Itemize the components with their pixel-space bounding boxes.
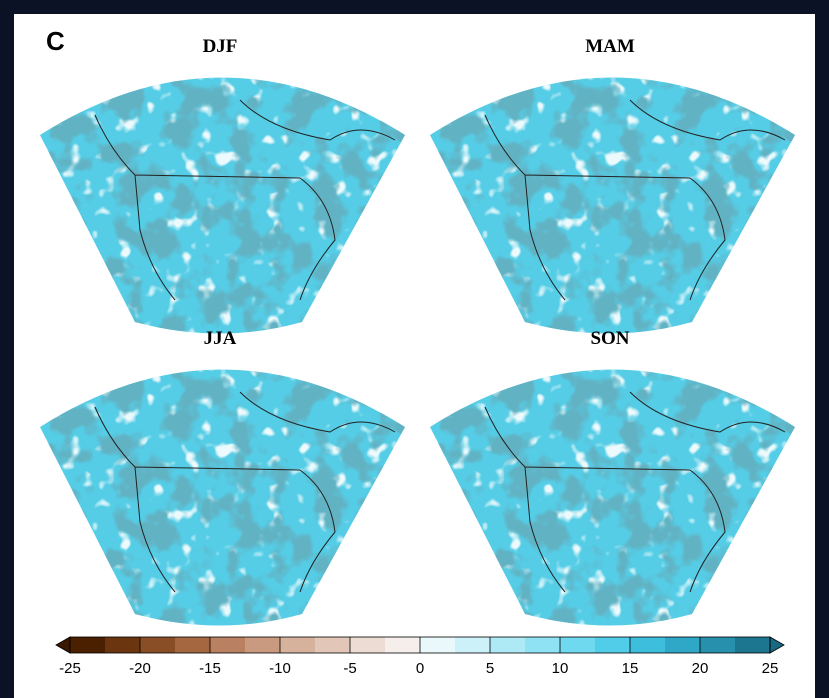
colorbar-tick-label: -10 [269,660,291,677]
colorbar-segment [455,637,491,653]
colorbar-segment [665,637,701,653]
colorbar-segment [700,637,736,653]
colorbar-segment [70,637,106,653]
colorbar-tick-label: 20 [692,660,709,677]
colorbar-segment [315,637,351,653]
colorbar-segment [630,637,666,653]
colorbar-segment [140,637,176,653]
panel-title: MAM [585,36,635,57]
map-field [40,369,405,626]
coastline [484,99,786,301]
coastline [484,391,786,593]
panel-label: C [46,26,65,56]
colorbar-segment [210,637,246,653]
panel-title: DJF [203,36,238,57]
colorbar-segment [525,637,561,653]
colorbar-segment [385,637,421,653]
colorbar: -25 -20 -15 -10 -5 0 5 10 15 20 25 [55,636,785,677]
coastline [94,391,396,593]
coastline [94,99,396,301]
colorbar-segment [280,637,316,653]
colorbar-segment [105,637,141,653]
colorbar-segment [245,637,281,653]
panel-title: SON [590,328,629,349]
colorbar-segment [595,637,631,653]
colorbar-tick-label: 5 [486,660,494,677]
colorbar-tick-label: -15 [199,660,221,677]
colorbar-segment [175,637,211,653]
colorbar-segment [560,637,596,653]
colorbar-tick-label: -25 [59,660,81,677]
colorbar-segment [420,637,456,653]
colorbar-tick-label: 0 [416,660,424,677]
colorbar-tick-label: 25 [762,660,779,677]
colorbar-segment [350,637,386,653]
panel-title: JJA [204,328,237,349]
colorbar-tick-label: 15 [622,660,639,677]
colorbar-tick-label: -20 [129,660,151,677]
map-panel: JJA [40,328,405,626]
colorbar-tick-label: 10 [552,660,569,677]
colorbar-segment [490,637,526,653]
colorbar-segment [735,637,771,653]
colorbar-tick-label: -5 [343,660,356,677]
